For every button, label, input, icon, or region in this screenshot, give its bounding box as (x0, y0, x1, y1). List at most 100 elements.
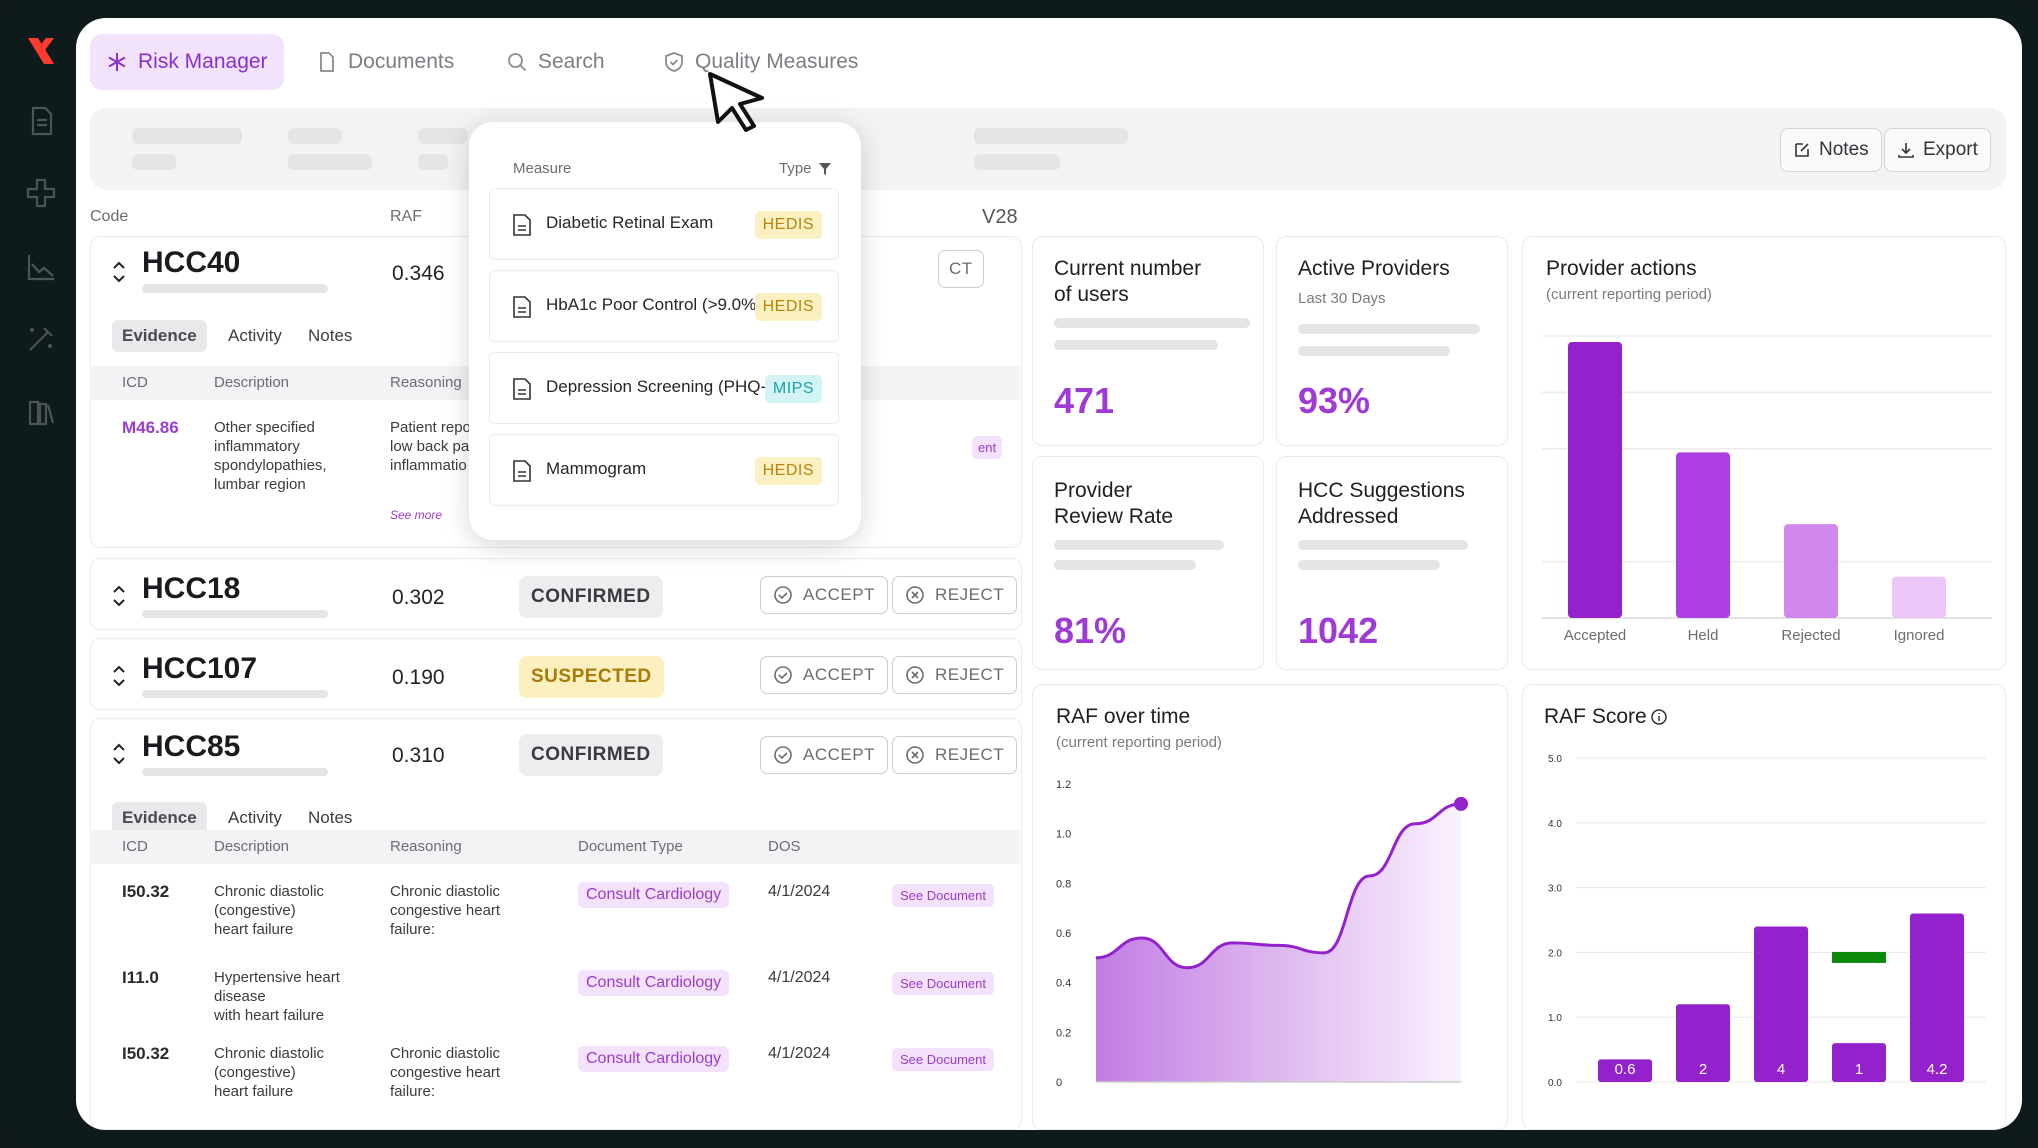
tab-quality-measures[interactable]: Quality Measures (647, 34, 874, 90)
bar (1676, 452, 1730, 618)
see-document-link[interactable]: See Document (892, 884, 994, 907)
reject-button[interactable]: REJECT (892, 656, 1018, 694)
plus-cross-icon[interactable] (24, 176, 58, 210)
see-document-link[interactable]: See Document (892, 1048, 994, 1071)
subtab-activity[interactable]: Activity (228, 808, 282, 827)
logo-icon[interactable] (24, 34, 58, 68)
x-tick-label: Ignored (1894, 627, 1945, 644)
asterisk-icon (108, 53, 126, 71)
chart-title: RAF over time (1056, 705, 1191, 728)
icd-code-link[interactable]: M46.86 (122, 418, 179, 437)
y-tick-label: 0 (1056, 1077, 1062, 1089)
raf-score-plot: 5.0 4.0 3.0 2.0 1.0 0.0 0.6 2 4 1 4.2 (1548, 754, 1986, 1089)
measure-item[interactable]: HbA1c Poor Control (>9.0%) HEDIS (489, 270, 839, 342)
reject-button[interactable]: REJECT (892, 736, 1018, 774)
y-tick-label: 0.2 (1056, 1027, 1071, 1039)
x-circle-icon (906, 746, 924, 764)
kpi-title: Provider Review Rate (1054, 479, 1174, 528)
column-header-v28: V28 (982, 206, 1018, 228)
subtab-evidence[interactable]: Evidence (112, 320, 207, 352)
notes-button[interactable]: Notes (1780, 128, 1882, 172)
type-filter[interactable]: Type (779, 160, 832, 177)
bar (1568, 342, 1622, 618)
x-tick-label: Held (1688, 627, 1719, 644)
hcc-code: HCC18 (142, 572, 241, 605)
library-icon[interactable] (24, 396, 58, 430)
chart-line-icon[interactable] (24, 250, 58, 284)
subtab-evidence[interactable]: Evidence (112, 802, 207, 834)
tab-label: Search (538, 50, 605, 73)
export-button[interactable]: Export (1884, 128, 1991, 172)
expand-toggle-icon[interactable] (110, 662, 128, 690)
hcc-code: HCC40 (142, 246, 241, 279)
bar (1832, 1043, 1886, 1082)
accept-button[interactable]: ACCEPT (760, 736, 888, 774)
kpi-value: 93% (1298, 380, 1371, 421)
y-tick-label: 3.0 (1548, 884, 1562, 895)
raf-value: 0.346 (392, 262, 445, 285)
document-icon (513, 296, 531, 318)
quality-measures-dropdown: Measure Type Diabetic Retinal Exam HEDIS… (469, 122, 861, 540)
x-circle-icon (906, 586, 924, 604)
tab-label: Risk Manager (138, 50, 268, 73)
hcc-code: HCC85 (142, 730, 241, 763)
y-tick-label: 4.0 (1548, 819, 1562, 830)
accept-button[interactable]: ACCEPT (760, 656, 888, 694)
bar (1784, 524, 1838, 618)
tab-label: Documents (348, 50, 455, 73)
chart-subtitle: (current reporting period) (1546, 286, 1712, 303)
info-icon[interactable] (1650, 708, 1668, 726)
subtab-notes[interactable]: Notes (308, 808, 353, 827)
expand-toggle-icon[interactable] (110, 582, 128, 610)
bar (1598, 1059, 1652, 1082)
raf-value: 0.302 (392, 586, 445, 609)
doc-type-pill: ent (972, 436, 1003, 459)
kpi-title: HCC Suggestions Addressed (1298, 479, 1465, 528)
provider-actions-plot: Accepted Held Rejected Ignored (1542, 335, 1992, 644)
tab-documents[interactable]: Documents (300, 34, 470, 90)
doc-type-pill: Consult Cardiology (578, 970, 730, 996)
search-icon (508, 53, 527, 72)
tab-risk-manager[interactable]: Risk Manager (90, 34, 284, 90)
x-tick-label: Rejected (1781, 627, 1840, 644)
y-tick-label: 0.4 (1056, 978, 1071, 990)
measure-item[interactable]: Depression Screening (PHQ-9) MIPS (489, 352, 839, 424)
download-icon (1898, 143, 1914, 158)
see-document-link[interactable]: See Document (892, 972, 994, 995)
type-badge: HEDIS (754, 457, 822, 485)
reject-button[interactable]: REJECT (892, 576, 1018, 614)
magic-wand-icon[interactable] (24, 322, 58, 356)
column-header-code: Code (90, 208, 129, 225)
y-tick-label: 0.0 (1548, 1078, 1562, 1089)
measure-column-header: Measure (513, 160, 572, 177)
bar (1754, 926, 1808, 1082)
subtab-notes[interactable]: Notes (308, 326, 353, 345)
document-icon (513, 460, 531, 482)
tab-search[interactable]: Search (490, 34, 621, 90)
series-line (1095, 802, 1462, 970)
filter-icon (818, 162, 831, 175)
x-circle-icon (906, 666, 924, 684)
measure-item[interactable]: Diabetic Retinal Exam HEDIS (489, 188, 839, 260)
kpi-value: 471 (1054, 380, 1115, 421)
see-more-link[interactable]: See more (390, 508, 443, 522)
expand-toggle-icon[interactable] (110, 258, 128, 286)
document-icon (513, 378, 531, 400)
hcc-code: HCC107 (142, 652, 258, 685)
check-circle-icon (774, 666, 792, 684)
document-icon[interactable] (24, 104, 58, 138)
data-label: 2 (1699, 1061, 1707, 1078)
measure-item[interactable]: Mammogram HEDIS (489, 434, 839, 506)
subtab-activity[interactable]: Activity (228, 326, 282, 345)
expand-toggle-icon[interactable] (110, 740, 128, 768)
status-badge: SUSPECTED (519, 656, 664, 698)
document-icon (320, 52, 334, 72)
type-badge: HEDIS (754, 211, 822, 239)
data-point (1454, 796, 1468, 811)
area-fill (1096, 803, 1461, 1082)
raf-over-time-plot: 1.2 1.0 0.8 0.6 0.4 0.2 0 (1056, 779, 1468, 1089)
accept-button[interactable]: ACCEPT (760, 576, 888, 614)
reject-button[interactable]: CT (938, 250, 984, 288)
edit-icon (1795, 143, 1809, 157)
